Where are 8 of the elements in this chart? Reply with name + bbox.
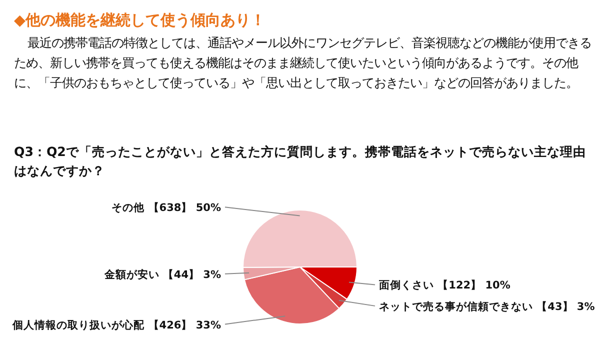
slice-label: 面倒くさい 【122】 10% xyxy=(378,278,511,292)
slice-label: その他 【638】 50% xyxy=(112,201,222,214)
chart-title: Q3：Q2で「売ったことがない」と答えた方に質問します。携帯電話をネットで売らない主な理由はなんですか？ xyxy=(14,143,587,180)
text: 最近の携帯電話の特徴としては、通話やメール以外にワンセグテレビ、音楽視聴などの機能が使用できるため、新しい携帯を買っても使える機能はそのまま継続して使いたいという傾向があるようです。その他に、「子供のおもちゃとして使っている」や「思い出として取っておきたい」などの回答がありました。 xyxy=(14,34,592,92)
slice-label: 金額が安い 【44】 3% xyxy=(103,268,222,281)
slice-label: 個人情報の取り扱いが心配 【426】 33% xyxy=(12,318,222,332)
slice-label: ネットで売る事が信頼できない 【43】 3% xyxy=(379,300,596,313)
text: ◆他の機能を継続して使う傾向あり！ xyxy=(14,11,266,30)
